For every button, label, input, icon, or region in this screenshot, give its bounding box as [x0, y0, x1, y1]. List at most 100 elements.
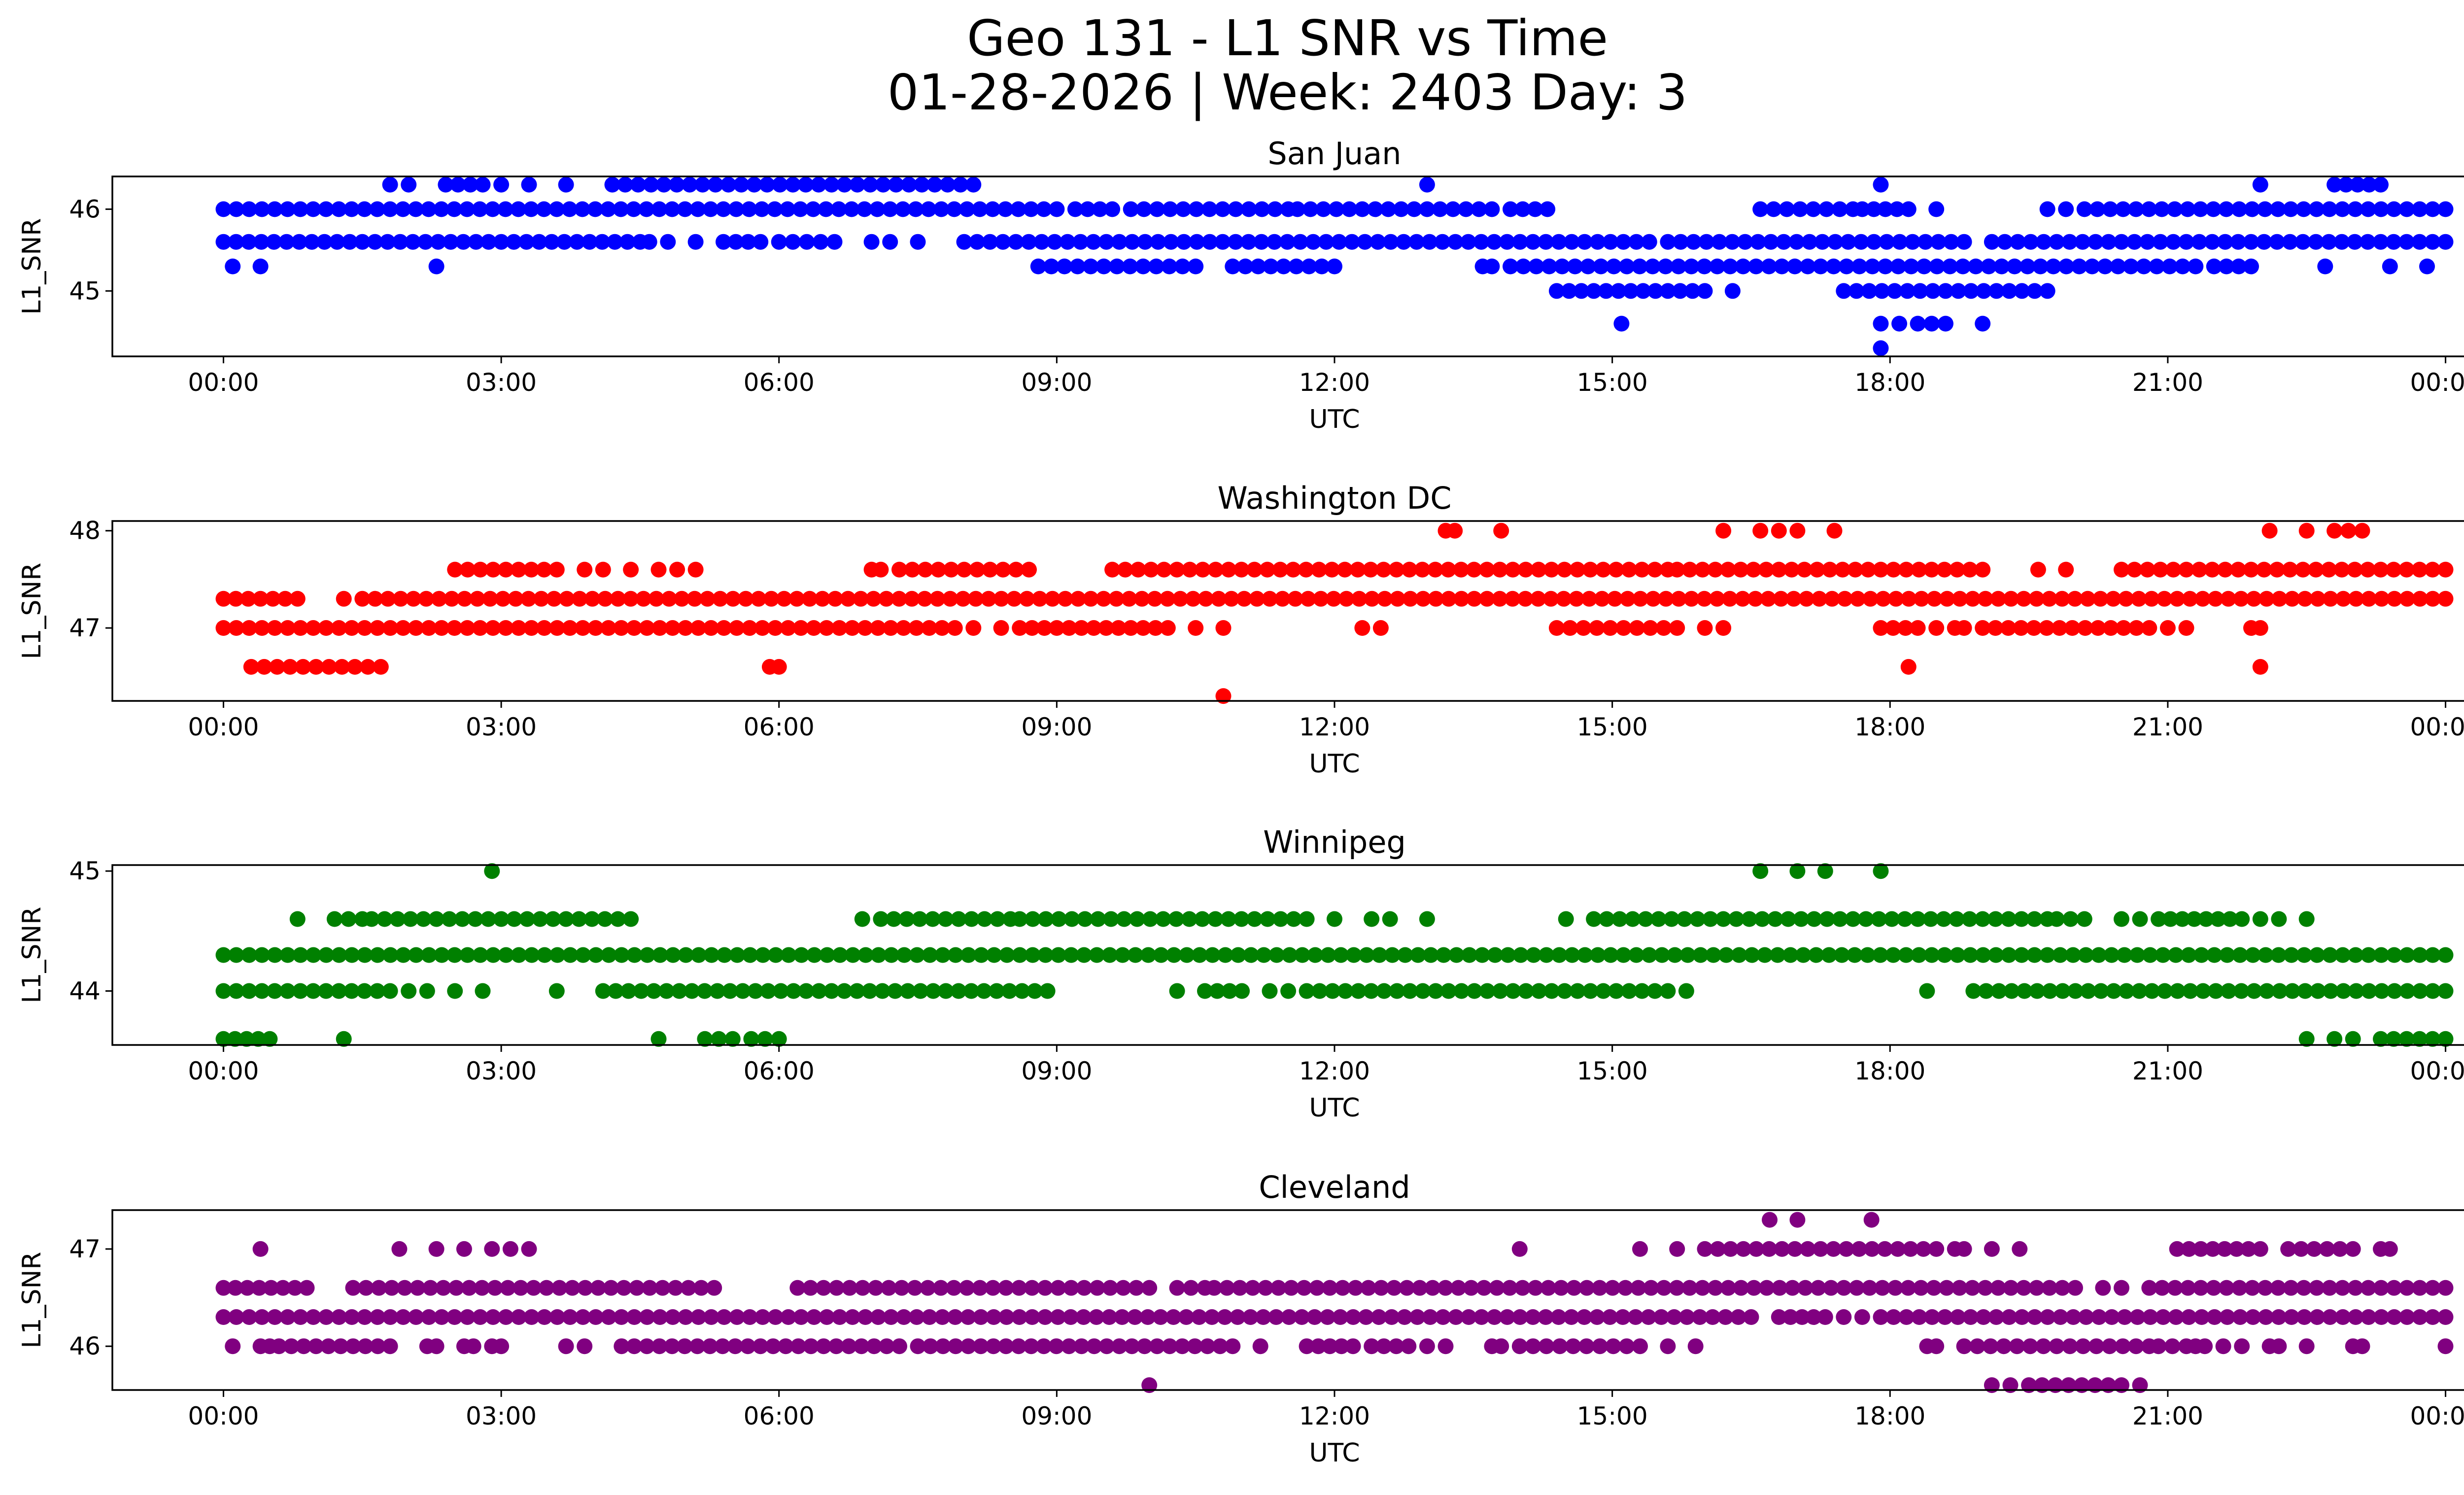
panel-2-data-point	[1376, 983, 1392, 999]
panel-3-data-point	[870, 1309, 886, 1325]
panel-1-x-axis-label: UTC	[1309, 749, 1360, 779]
panel-1-data-point	[2347, 561, 2363, 578]
panel-0-data-point	[480, 234, 497, 250]
panel-0-data-point	[493, 176, 510, 193]
panel-0-data-point	[1383, 234, 1399, 250]
panel-2-data-point	[2259, 983, 2275, 999]
panel-0-data-point	[2399, 201, 2415, 217]
panel-3-data-point	[2016, 1280, 2032, 1296]
panel-3-data-point	[642, 1280, 658, 1296]
panel-2-data-point	[1647, 983, 1663, 999]
panel-1-data-point	[742, 620, 758, 636]
panel-3-data-point	[793, 1309, 809, 1325]
panel-3-data-point	[727, 1338, 743, 1355]
panel-1-data-point	[934, 620, 950, 636]
panel-2-data-point	[1808, 947, 1824, 963]
panel-3-data-point	[1641, 1309, 1657, 1325]
panel-2-data-point	[2054, 983, 2071, 999]
panel-1-data-point	[1147, 620, 1164, 636]
panel-1-data-point	[844, 620, 860, 636]
panel-2-data-point	[626, 947, 643, 963]
panel-2-data-point	[493, 911, 510, 927]
panel-0-data-point	[1527, 201, 1543, 217]
panel-0-data-point	[630, 176, 646, 193]
panel-0-data-point	[2019, 258, 2036, 275]
panel-1-data-point	[2144, 591, 2160, 607]
panel-0-data-point	[888, 176, 904, 193]
panel-3-data-point	[2154, 1280, 2170, 1296]
panel-2-data-point	[2116, 947, 2132, 963]
panel-1-data-point	[559, 591, 575, 607]
panel-1-data-point	[635, 591, 651, 607]
panel-2-data-point	[1453, 983, 1470, 999]
panel-0-data-point	[985, 201, 1001, 217]
panel-3-data-point	[841, 1338, 857, 1355]
panel-2-data-point	[1492, 983, 1508, 999]
panel-3-data-point	[1687, 1338, 1704, 1355]
panel-2-data-point	[262, 1031, 278, 1047]
panel-3-data-point	[493, 1338, 510, 1355]
panel-3-data-point	[1153, 1309, 1169, 1325]
panel-1-data-point	[2308, 561, 2324, 578]
panel-3-data-point	[857, 1309, 873, 1325]
panel-2-data-point	[1272, 911, 1289, 927]
panel-0-data-point	[1484, 258, 1500, 275]
panel-3-data-point	[603, 1280, 619, 1296]
panel-3-data-point	[1576, 1309, 1592, 1325]
panel-1-data-point	[369, 620, 385, 636]
panel-3-data-point	[525, 1280, 542, 1296]
panel-3-data-point	[2205, 1241, 2221, 1257]
panel-3-data-point	[1511, 1338, 1528, 1355]
panel-0-data-point	[2252, 176, 2268, 193]
panel-1-data-point	[2139, 561, 2156, 578]
panel-0-data-point	[1683, 258, 1700, 275]
panel-3-data-point	[1916, 1241, 1932, 1257]
panel-3-data-point	[1887, 1280, 1903, 1296]
panel-2-data-point	[1543, 983, 1560, 999]
panel-1-data-point	[1073, 620, 1090, 636]
panel-3-data-point	[2244, 1280, 2260, 1296]
panel-0-data-point	[1942, 258, 1958, 275]
panel-2-data-point	[1116, 911, 1132, 927]
panel-3-data-point	[1743, 1309, 1759, 1325]
panel-2-data-point	[1834, 947, 1850, 963]
panel-0-data-point	[2071, 258, 2088, 275]
panel-3-data-point	[1950, 1309, 1966, 1325]
panel-2-data-point	[2001, 947, 2017, 963]
panel-2-data-point	[2076, 911, 2092, 927]
panel-3-data-point	[923, 1338, 939, 1355]
panel-0-data-point	[826, 234, 843, 250]
panel-1-data-point	[2080, 591, 2096, 607]
panel-0-data-point	[1021, 234, 1037, 250]
panel-0-points	[215, 176, 2454, 356]
panel-3-data-point	[2027, 1309, 2043, 1325]
panel-0-data-point	[740, 234, 756, 250]
panel-3-data-point	[1089, 1280, 1105, 1296]
panel-0-data-point	[2334, 234, 2350, 250]
panel-3-data-point	[299, 1280, 315, 1296]
panel-3-data-point	[1632, 1241, 1648, 1257]
panel-0-data-point	[2058, 258, 2074, 275]
panel-2-data-point	[1577, 947, 1593, 963]
panel-1-data-point	[1645, 591, 1661, 607]
panel-3-data-point	[2164, 1338, 2181, 1355]
panel-3-data-point	[703, 1309, 719, 1325]
panel-1-data-point	[968, 591, 984, 607]
panel-0-data-point	[304, 234, 320, 250]
panel-3-data-point	[1048, 1338, 1064, 1355]
panel-3-data-point	[1592, 1338, 1608, 1355]
panel-2-data-point	[1936, 911, 1952, 927]
panel-3-data-point	[521, 1241, 537, 1257]
panel-1-data-point	[1377, 591, 1393, 607]
panel-3-data-point	[1990, 1280, 2006, 1296]
panel-0-data-point	[1997, 234, 2013, 250]
panel-0-data-point	[2231, 201, 2247, 217]
panel-2-data-point	[2425, 1031, 2441, 1047]
panel-2-data-point	[2373, 947, 2390, 963]
panel-1-data-point	[241, 620, 257, 636]
panel-3-data-point	[1332, 1309, 1348, 1325]
panel-1-data-point	[256, 659, 273, 675]
panel-1-data-point	[1311, 561, 1327, 578]
panel-0-data-point	[2039, 283, 2055, 299]
panel-1-data-point	[648, 591, 664, 607]
